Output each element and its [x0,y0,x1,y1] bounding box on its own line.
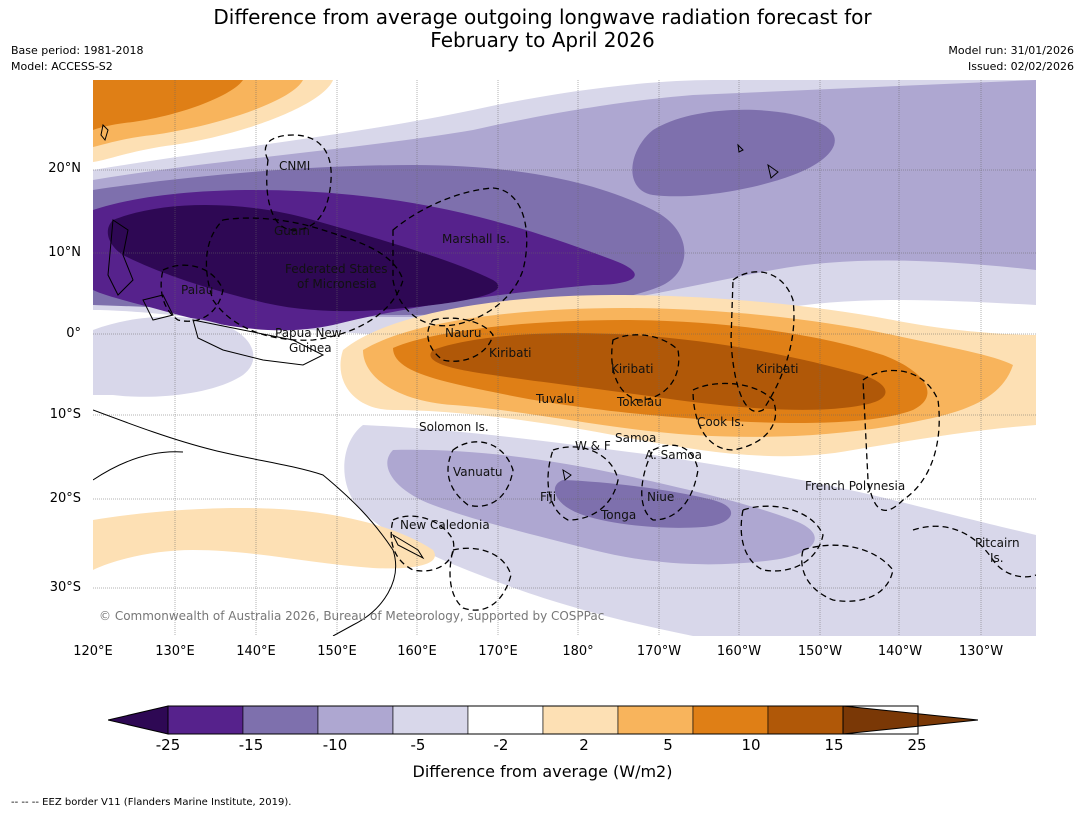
colorbar-extend-low [108,705,169,735]
y-tick: 10°S [49,407,81,422]
anomaly-area [430,333,886,410]
colorbar-extend-high [842,705,978,735]
graticule [93,80,1036,636]
label-kiribati-east: Kiribati [756,362,798,376]
label-kiribati-west: Kiribati [489,346,531,360]
copyright-notice: © Commonwealth of Australia 2026, Bureau… [99,609,604,623]
label-tuvalu: Tuvalu [535,392,575,406]
label-palau: Palau [181,283,213,297]
title-line-2: February to April 2026 [430,28,655,52]
colorbar-label: 2 [579,736,589,754]
label-french-polynesia: French Polynesia [805,479,905,493]
colorbar-label: 10 [741,736,761,754]
label-fsm-1: Federated States [285,262,387,276]
issued-date: Issued: 02/02/2026 [967,60,1074,73]
label-fiji: Fiji [540,490,556,504]
x-tick: 130°E [155,644,195,659]
label-samoa: Samoa [615,431,656,445]
anomaly-area [93,80,243,130]
label-vanuatu: Vanuatu [453,465,503,479]
meta-right: Model run: 31/01/2026 Issued: 02/02/2026 [948,43,1074,75]
map-panel: CNMI Guam Marshall Is. Federated States … [93,80,1036,636]
label-kiribati-central: Kiribati [611,362,653,376]
label-guam: Guam [274,224,310,238]
x-tick: 180° [562,644,594,659]
label-tokelau: Tokelau [616,395,662,409]
x-tick: 120°E [73,644,113,659]
label-american-samoa: A. Samoa [645,448,702,462]
x-tick: 160°E [397,644,437,659]
meta-left: Base period: 1981-2018 Model: ACCESS-S2 [11,43,143,75]
label-nauru: Nauru [445,326,481,340]
anomaly-area [632,109,835,197]
label-pitcairn-2: Is. [990,551,1004,565]
x-tick: 150°E [317,644,357,659]
x-tick: 140°W [877,644,923,659]
colorbar-label: -5 [410,736,426,754]
colorbar-cell [542,705,619,735]
y-tick: 30°S [49,580,81,595]
label-pitcairn-1: Pitcairn [975,536,1020,550]
colorbar-cell [317,705,394,735]
colorbar-frame [167,705,919,735]
label-cnmi: CNMI [279,159,310,173]
y-tick: 20°S [49,491,81,506]
label-wallis-futuna: W & F [575,439,611,453]
colorbar-label: 15 [824,736,844,754]
base-period: Base period: 1981-2018 [11,44,144,57]
olr-map: CNMI Guam Marshall Is. Federated States … [93,80,1036,636]
colorbar-label: -2 [493,736,509,754]
x-tick: 150°W [797,644,843,659]
colorbar-label: 5 [663,736,673,754]
label-png-1: Papua New [275,326,342,340]
colorbar-cell [692,705,769,735]
x-tick: 170°E [478,644,518,659]
anomaly-area [93,316,254,397]
x-tick: 140°E [236,644,276,659]
colorbar-label: -10 [322,736,348,754]
colorbar-cell [242,705,319,735]
label-niue: Niue [647,490,674,504]
colorbar-cell [467,705,544,735]
label-png-2: Guinea [289,341,332,355]
y-tick: 0° [66,326,81,341]
colorbar-label: -15 [238,736,264,754]
colorbar [108,705,978,735]
label-solomon: Solomon Is. [419,420,489,434]
colorbar-cell [167,705,244,735]
eez-footnote: -- -- -- EEZ border V11 (Flanders Marine… [11,797,292,808]
anomaly-area [93,508,435,570]
x-tick: 160°W [716,644,762,659]
model-name: Model: ACCESS-S2 [11,60,113,73]
eez-borders [160,134,1036,611]
x-tick: 170°W [636,644,682,659]
y-tick: 20°N [48,161,81,176]
model-run: Model run: 31/01/2026 [948,44,1074,57]
coastlines [93,123,779,636]
chart-title: Difference from average outgoing longwav… [0,6,1085,52]
colorbar-label: 25 [907,736,927,754]
label-fsm-2: of Micronesia [297,277,377,291]
colorbar-cell [767,705,844,735]
label-new-caledonia: New Caledonia [400,518,490,532]
y-tick: 10°N [48,245,81,260]
colorbar-cell [392,705,469,735]
colorbar-label: -25 [155,736,181,754]
title-line-1: Difference from average outgoing longwav… [213,5,872,29]
label-marshall: Marshall Is. [442,232,510,246]
x-tick: 130°W [958,644,1004,659]
label-cook: Cook Is. [697,415,744,429]
anomaly-area [107,205,499,312]
colorbar-title: Difference from average (W/m2) [412,762,673,781]
label-tonga: Tonga [600,508,636,522]
colorbar-cell [617,705,694,735]
